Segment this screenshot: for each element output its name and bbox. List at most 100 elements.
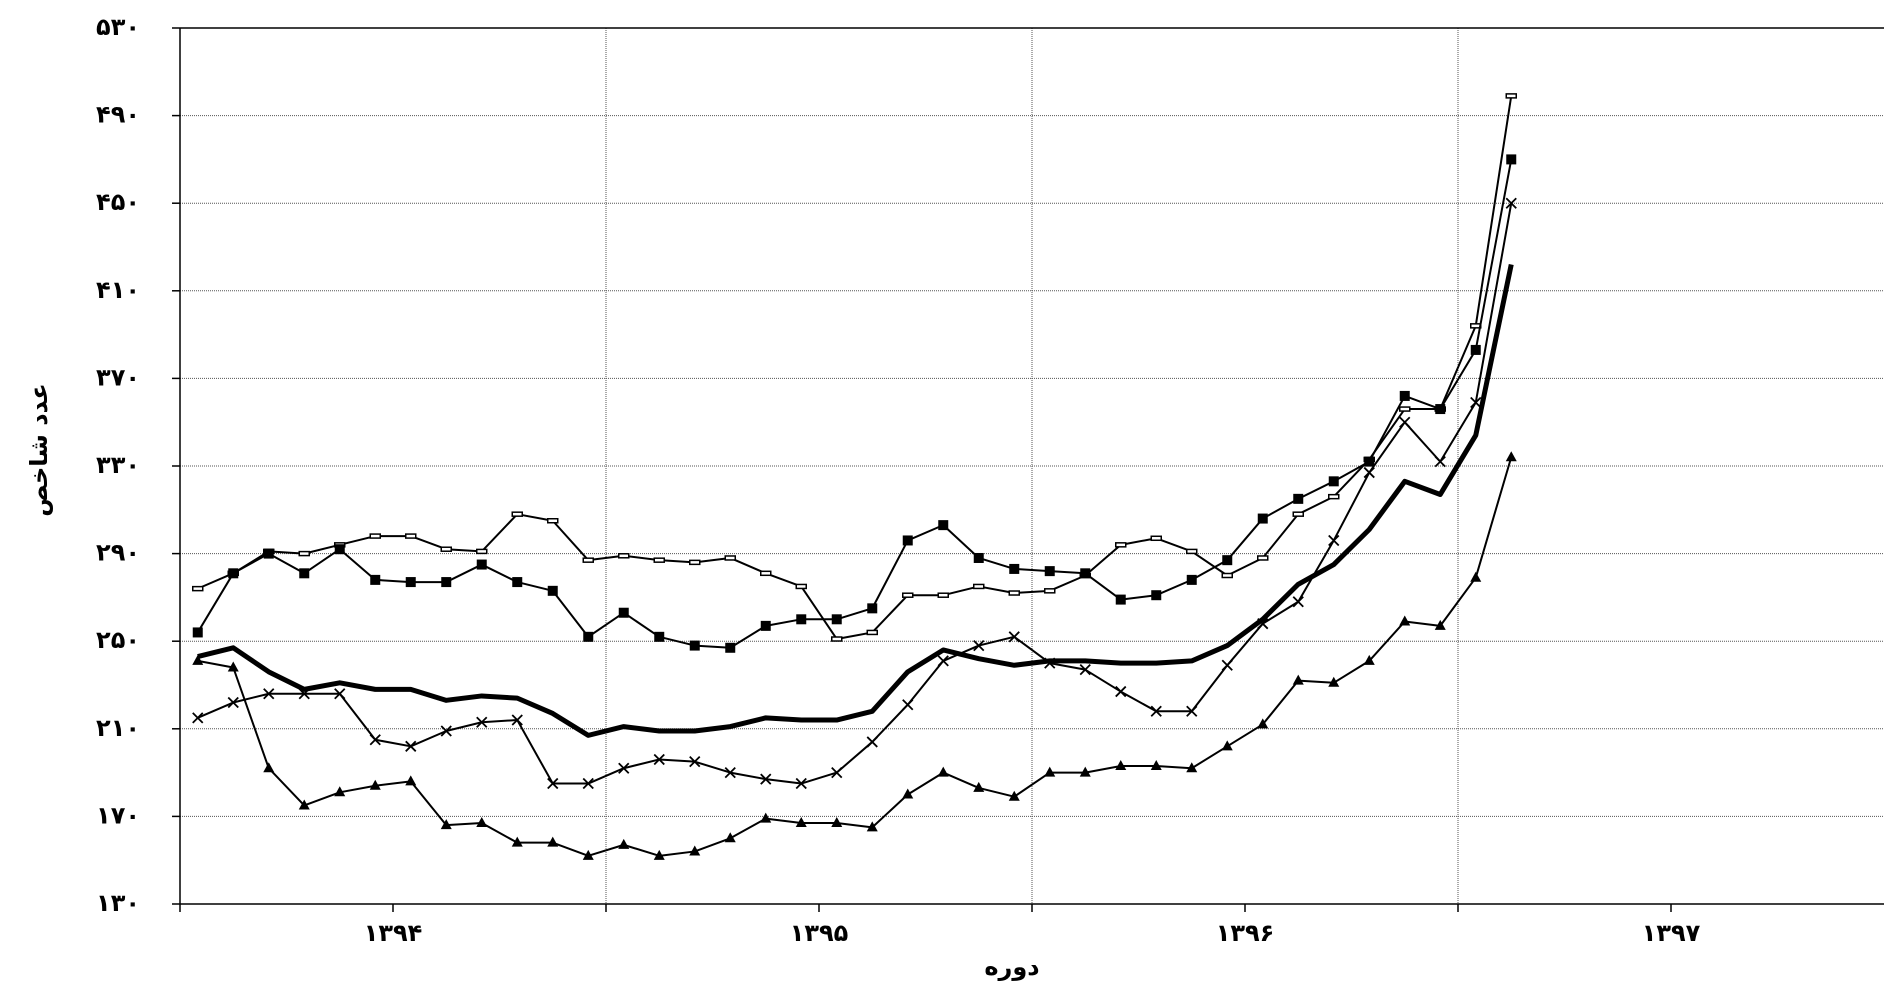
marker	[831, 636, 843, 642]
marker	[689, 559, 701, 566]
marker	[760, 570, 772, 577]
marker	[1399, 390, 1410, 401]
marker	[1506, 154, 1517, 165]
marker	[476, 559, 487, 570]
marker	[1364, 456, 1375, 467]
marker	[583, 631, 594, 642]
marker	[867, 603, 878, 614]
marker	[1505, 197, 1517, 209]
line	[197, 456, 1513, 857]
marker	[1435, 404, 1446, 415]
marker	[1399, 406, 1411, 412]
marker	[689, 756, 701, 768]
marker	[1293, 493, 1304, 504]
marker	[1115, 685, 1127, 698]
marker	[263, 762, 275, 773]
marker	[1328, 476, 1339, 487]
marker	[511, 714, 523, 726]
marker	[405, 740, 417, 752]
marker	[1150, 535, 1162, 542]
marker	[795, 583, 807, 590]
x-axis-title: دوره	[984, 953, 1039, 981]
marker	[369, 779, 381, 790]
marker	[653, 849, 665, 860]
line	[196, 159, 1513, 649]
marker	[192, 585, 204, 592]
marker	[1222, 555, 1233, 566]
x-tick-label: ۱۳۹۴	[364, 919, 423, 947]
marker	[1008, 790, 1020, 801]
marker	[1434, 455, 1446, 468]
marker	[582, 849, 594, 860]
marker	[511, 836, 523, 847]
y-tick-label: ۳۷۰	[96, 363, 140, 391]
marker	[440, 546, 452, 552]
marker	[760, 773, 772, 785]
marker	[653, 753, 665, 766]
marker	[263, 548, 274, 559]
y-tick-label: ۲۱۰	[96, 714, 140, 742]
marker	[1008, 590, 1020, 596]
marker	[1150, 705, 1162, 717]
marker	[298, 799, 310, 810]
marker	[1470, 396, 1482, 409]
marker	[618, 762, 630, 774]
marker	[192, 712, 204, 724]
marker	[1292, 674, 1304, 685]
marker	[1044, 588, 1056, 594]
marker	[938, 520, 949, 531]
marker	[1221, 572, 1233, 579]
marker	[299, 568, 310, 579]
y-tick-label: ۲۹۰	[96, 539, 140, 567]
marker	[1151, 590, 1162, 601]
marker	[1434, 619, 1446, 630]
marker	[547, 836, 559, 847]
marker	[1363, 466, 1375, 479]
marker	[1079, 664, 1091, 676]
marker	[831, 766, 843, 779]
marker	[547, 518, 559, 524]
marker	[1292, 511, 1304, 517]
marker	[1186, 574, 1197, 585]
marker	[866, 736, 878, 748]
marker	[440, 819, 452, 830]
marker	[618, 553, 630, 559]
marker	[1363, 654, 1375, 665]
y-tick-label: ۱۷۰	[96, 801, 140, 829]
marker	[724, 832, 736, 843]
marker	[405, 775, 417, 786]
marker	[1044, 766, 1056, 777]
marker	[725, 642, 736, 653]
marker	[689, 845, 701, 856]
marker	[795, 816, 807, 827]
marker	[227, 696, 239, 709]
marker	[1079, 766, 1091, 777]
marker	[1221, 659, 1233, 671]
marker	[796, 614, 807, 625]
marker	[1292, 596, 1304, 608]
y-tick-label: ۲۵۰	[96, 626, 140, 654]
x-tick-label: ۱۳۹۶	[1216, 919, 1275, 947]
marker	[1257, 513, 1268, 524]
marker	[1221, 740, 1233, 751]
marker	[937, 766, 949, 777]
marker	[795, 777, 807, 790]
marker	[937, 655, 949, 667]
marker	[618, 607, 629, 618]
marker	[1009, 563, 1020, 574]
y-tick-label: ۵۳۰	[96, 13, 140, 41]
marker	[511, 511, 523, 517]
marker	[582, 557, 594, 563]
marker	[937, 592, 949, 598]
y-tick-label: ۴۵۰	[96, 188, 140, 216]
marker	[263, 688, 275, 700]
marker	[973, 552, 984, 563]
marker	[334, 544, 345, 555]
y-tick-label: ۳۳۰	[96, 451, 140, 479]
y-axis-title: عدد شاخص	[25, 383, 53, 517]
marker	[512, 577, 523, 588]
marker	[1257, 555, 1269, 561]
marker	[902, 788, 914, 799]
marker	[334, 688, 346, 700]
marker	[866, 629, 878, 636]
